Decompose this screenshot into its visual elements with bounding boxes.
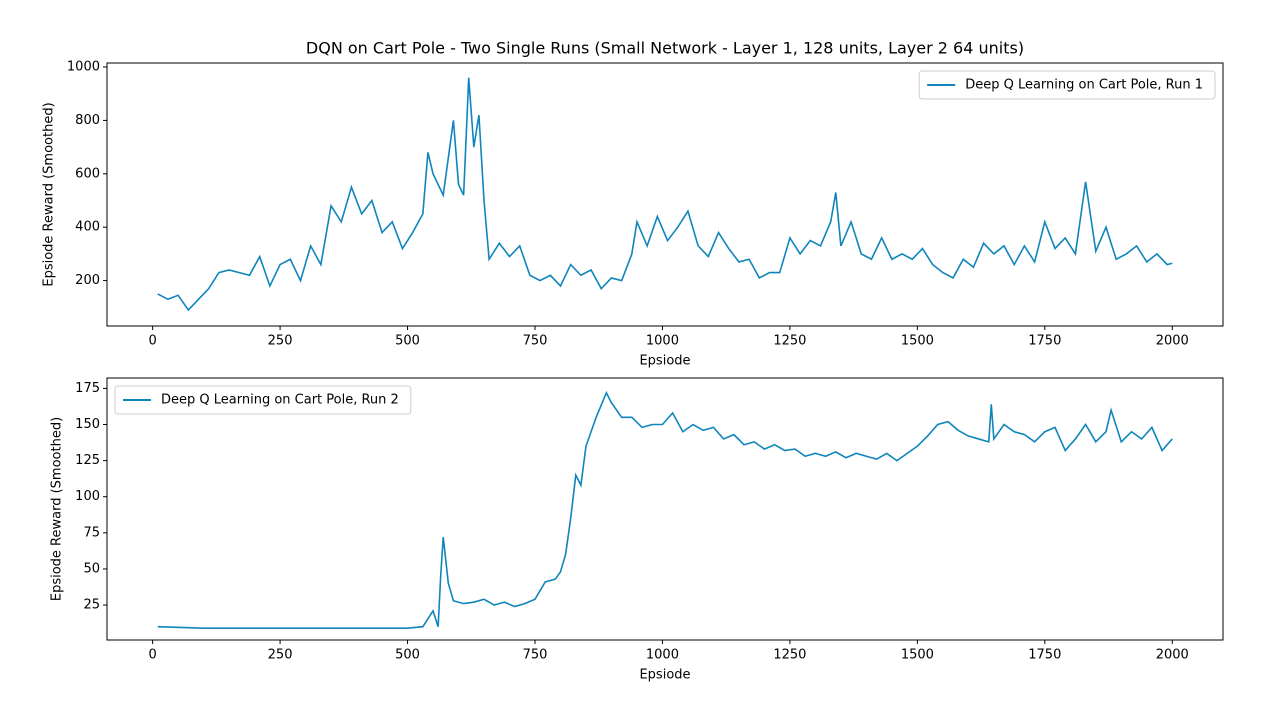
x-tick-label: 2000 (1156, 334, 1189, 349)
x-tick-label: 1750 (1028, 648, 1061, 663)
y-axis-label: Epsiode Reward (Smoothed) (42, 102, 57, 286)
y-tick-label: 125 (75, 453, 100, 468)
x-tick-label: 500 (395, 648, 420, 663)
x-tick-label: 2000 (1156, 648, 1189, 663)
x-axis-label: Epsiode (639, 354, 690, 369)
y-axis-label: Epsiode Reward (Smoothed) (50, 417, 65, 601)
y-tick-label: 600 (75, 166, 100, 181)
y-tick-label: 50 (83, 561, 100, 576)
data-line (157, 390, 1173, 629)
chart-title: DQN on Cart Pole - Two Single Runs (Smal… (306, 39, 1024, 58)
y-tick-label: 100 (75, 489, 100, 504)
y-tick-label: 175 (75, 381, 100, 396)
x-tick-label: 1250 (773, 648, 806, 663)
x-tick-label: 1750 (1028, 334, 1061, 349)
y-tick-label: 800 (75, 113, 100, 128)
x-tick-label: 250 (268, 648, 293, 663)
x-tick-label: 750 (523, 334, 548, 349)
y-tick-label: 150 (75, 417, 100, 432)
x-tick-label: 750 (523, 648, 548, 663)
y-tick-label: 75 (83, 525, 100, 540)
x-tick-label: 1000 (646, 334, 679, 349)
x-tick-label: 1500 (901, 648, 934, 663)
legend (918, 70, 1216, 100)
legend-label: Deep Q Learning on Cart Pole, Run 1 (965, 78, 1203, 93)
y-tick-label: 25 (83, 598, 100, 613)
legend (114, 385, 412, 415)
plot-area (106, 377, 1224, 641)
y-tick-label: 200 (75, 273, 100, 288)
legend-label: Deep Q Learning on Cart Pole, Run 2 (161, 393, 399, 408)
data-line (157, 77, 1173, 312)
x-tick-label: 1500 (901, 334, 934, 349)
x-axis-label: Epsiode (639, 668, 690, 683)
x-tick-label: 1250 (773, 334, 806, 349)
y-tick-label: 400 (75, 220, 100, 235)
x-tick-label: 0 (148, 648, 156, 663)
x-tick-label: 0 (148, 334, 156, 349)
x-tick-label: 1000 (646, 648, 679, 663)
y-tick-label: 1000 (67, 60, 100, 75)
plot-area (106, 62, 1224, 327)
x-tick-label: 250 (268, 334, 293, 349)
x-tick-label: 500 (395, 334, 420, 349)
